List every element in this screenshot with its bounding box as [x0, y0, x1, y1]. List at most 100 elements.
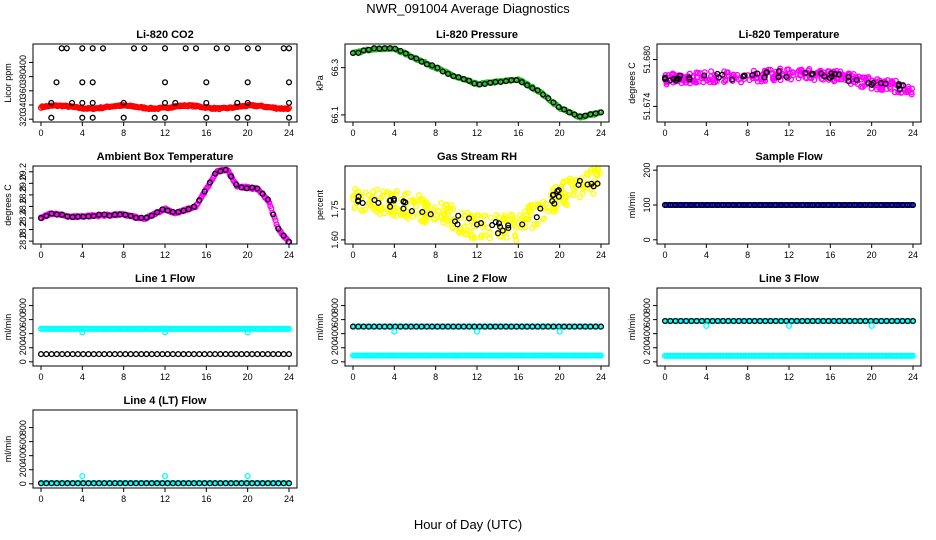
series-cyan-0 [349, 352, 605, 359]
data-point [427, 211, 434, 218]
data-point [473, 221, 481, 228]
y-tick-label: 0 [642, 237, 652, 242]
data-point [539, 91, 547, 98]
data-point [835, 71, 842, 78]
data-point [169, 351, 176, 358]
data-point [882, 80, 889, 87]
data-point [865, 74, 872, 81]
data-point [120, 114, 127, 121]
series-cyan-2 [79, 329, 251, 336]
series-red-0 [37, 101, 293, 113]
data-point [783, 73, 790, 80]
data-point [48, 351, 55, 358]
data-point [280, 351, 287, 358]
data-point [89, 114, 96, 121]
data-point [376, 210, 383, 217]
data-point [754, 78, 761, 85]
data-point [561, 106, 568, 113]
data-point [285, 351, 293, 358]
data-point [818, 70, 825, 77]
data-point [908, 85, 916, 92]
data-point [203, 114, 210, 121]
data-point [390, 197, 397, 204]
data-point [570, 192, 577, 199]
data-point [270, 351, 277, 358]
data-point [831, 70, 838, 78]
y-tick-label: 400 [18, 448, 28, 463]
x-tick-label: 16 [201, 494, 211, 504]
data-point [554, 188, 561, 195]
x-tick-label: 4 [80, 372, 85, 382]
panel-title: Line 4 (LT) Flow [124, 395, 207, 407]
data-point [434, 64, 441, 71]
y-tick-label: 0 [330, 359, 340, 364]
series-yellow-0 [350, 164, 603, 244]
data-point [487, 214, 494, 221]
data-point [862, 74, 869, 81]
x-tick-label: 20 [867, 250, 877, 260]
data-point [227, 351, 235, 358]
data-point [708, 68, 715, 75]
data-point [455, 212, 462, 219]
data-point [161, 114, 169, 121]
series-black-2 [349, 323, 605, 330]
x-tick-label: 8 [433, 250, 438, 260]
panel-6: Sample Flow 0 4 8 12 16 20 24 0 100 200 ml/min [627, 151, 922, 260]
data-point [509, 212, 516, 219]
data-point [495, 220, 503, 227]
data-point [489, 222, 496, 229]
data-point [266, 199, 273, 206]
y-tick-label: 800 [330, 298, 340, 313]
data-point [870, 79, 877, 87]
x-tick-label: 12 [160, 128, 170, 138]
x-tick-label: 24 [284, 250, 294, 260]
y-tick-label: 200 [330, 340, 340, 355]
data-point [99, 45, 107, 52]
data-point [740, 73, 747, 80]
x-tick-label: 0 [662, 372, 667, 382]
data-point [141, 45, 148, 52]
x-tick-label: 24 [284, 128, 294, 138]
data-point [518, 79, 525, 86]
panel-title: Li-820 Temperature [739, 29, 840, 41]
panel-title: Line 1 Flow [135, 273, 195, 285]
data-point [130, 45, 138, 52]
data-point [79, 45, 86, 52]
data-point [499, 227, 506, 234]
panel-10: Line 4 (LT) Flow 0 4 8 12 16 20 24 0 200400600800… [3, 395, 298, 504]
series-black-1 [48, 45, 293, 121]
data-point [719, 71, 726, 78]
y-tick-label: 51.674 [642, 93, 652, 121]
data-point [161, 99, 169, 106]
data-point [53, 351, 60, 358]
data-point [58, 45, 65, 52]
data-point [148, 351, 155, 358]
data-point [172, 99, 179, 106]
data-point [481, 80, 488, 88]
x-tick-label: 20 [243, 128, 253, 138]
x-tick-label: 20 [243, 372, 253, 382]
x-tick-label: 12 [472, 372, 482, 382]
data-point [537, 205, 544, 212]
data-point [850, 75, 857, 82]
x-tick-label: 0 [38, 372, 43, 382]
x-tick-label: 8 [121, 372, 126, 382]
data-point [106, 351, 113, 358]
data-point [234, 99, 241, 106]
data-point [667, 77, 674, 84]
data-point [444, 220, 451, 228]
data-point [402, 199, 409, 206]
y-tick-label: 600 [18, 434, 28, 449]
data-point [408, 208, 415, 215]
series-cyan-0 [661, 352, 917, 359]
series-black-1 [37, 166, 293, 245]
data-point [556, 328, 563, 335]
data-point [582, 112, 589, 119]
data-point [444, 211, 451, 218]
data-point [534, 87, 541, 94]
data-point [402, 50, 409, 57]
x-tick-label: 12 [784, 128, 794, 138]
data-point [584, 172, 591, 179]
